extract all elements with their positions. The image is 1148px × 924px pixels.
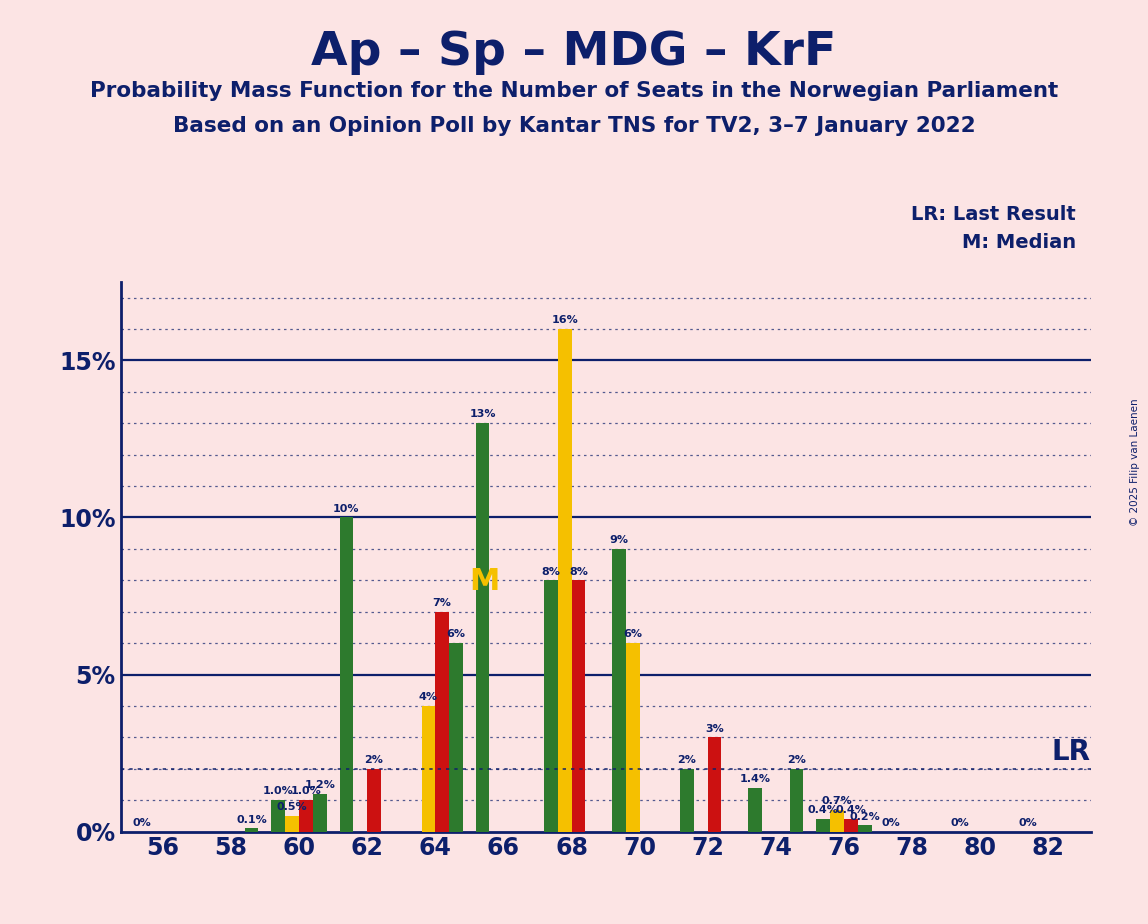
- Text: 0%: 0%: [951, 818, 969, 828]
- Text: 16%: 16%: [551, 315, 579, 325]
- Text: 1.0%: 1.0%: [290, 786, 321, 796]
- Text: LR: Last Result: LR: Last Result: [910, 205, 1076, 225]
- Text: 13%: 13%: [470, 409, 496, 419]
- Bar: [858, 825, 871, 832]
- Text: 2%: 2%: [365, 755, 383, 765]
- Text: M: M: [470, 567, 499, 596]
- Bar: [313, 794, 327, 832]
- Text: 0%: 0%: [133, 818, 152, 828]
- Bar: [421, 706, 435, 832]
- Text: 0.4%: 0.4%: [836, 805, 867, 815]
- Bar: [626, 643, 639, 832]
- Text: 2%: 2%: [677, 755, 697, 765]
- Bar: [286, 816, 298, 832]
- Bar: [271, 800, 285, 832]
- Bar: [475, 423, 489, 832]
- Bar: [340, 517, 354, 832]
- Bar: [844, 819, 858, 832]
- Text: 10%: 10%: [333, 504, 359, 514]
- Text: 0.4%: 0.4%: [808, 805, 839, 815]
- Text: Probability Mass Function for the Number of Seats in the Norwegian Parliament: Probability Mass Function for the Number…: [90, 81, 1058, 102]
- Text: Based on an Opinion Poll by Kantar TNS for TV2, 3–7 January 2022: Based on an Opinion Poll by Kantar TNS f…: [172, 116, 976, 136]
- Bar: [572, 580, 585, 832]
- Text: 8%: 8%: [569, 566, 588, 577]
- Bar: [790, 769, 804, 832]
- Text: Ap – Sp – MDG – KrF: Ap – Sp – MDG – KrF: [311, 30, 837, 75]
- Bar: [680, 769, 693, 832]
- Text: 0.5%: 0.5%: [277, 802, 308, 812]
- Bar: [830, 809, 844, 832]
- Bar: [449, 643, 463, 832]
- Text: 3%: 3%: [705, 723, 724, 734]
- Text: 1.4%: 1.4%: [739, 773, 770, 784]
- Bar: [816, 819, 830, 832]
- Bar: [298, 800, 312, 832]
- Bar: [708, 737, 721, 832]
- Text: © 2025 Filip van Laenen: © 2025 Filip van Laenen: [1130, 398, 1140, 526]
- Bar: [748, 787, 762, 832]
- Text: 4%: 4%: [419, 692, 437, 702]
- Text: LR: LR: [1052, 738, 1091, 766]
- Text: 6%: 6%: [623, 629, 643, 639]
- Bar: [558, 329, 572, 832]
- Text: 2%: 2%: [788, 755, 806, 765]
- Text: 9%: 9%: [610, 535, 628, 545]
- Bar: [612, 549, 626, 832]
- Text: 0.7%: 0.7%: [822, 796, 853, 806]
- Text: 7%: 7%: [433, 598, 451, 608]
- Text: 1.0%: 1.0%: [263, 786, 294, 796]
- Text: M: Median: M: Median: [962, 233, 1076, 252]
- Bar: [245, 829, 258, 832]
- Text: 8%: 8%: [542, 566, 560, 577]
- Text: 6%: 6%: [447, 629, 466, 639]
- Bar: [544, 580, 558, 832]
- Text: 0.1%: 0.1%: [236, 815, 267, 825]
- Text: 0.2%: 0.2%: [850, 811, 881, 821]
- Bar: [367, 769, 381, 832]
- Text: 0%: 0%: [1018, 818, 1037, 828]
- Text: 1.2%: 1.2%: [304, 780, 335, 790]
- Text: 0%: 0%: [882, 818, 901, 828]
- Bar: [435, 612, 449, 832]
